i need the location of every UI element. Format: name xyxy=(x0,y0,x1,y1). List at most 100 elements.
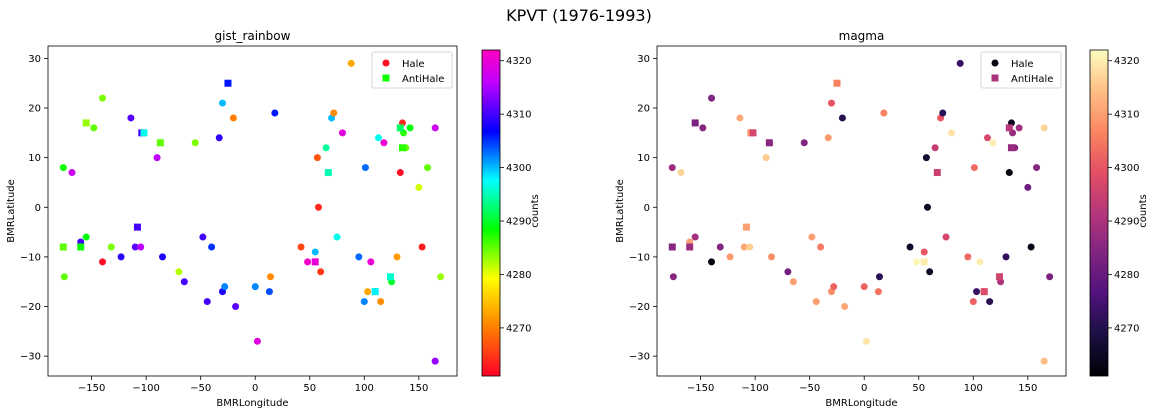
hale-point xyxy=(1033,164,1041,172)
hale-point xyxy=(880,109,888,117)
hale-point xyxy=(393,253,401,261)
legend: Hale AntiHale xyxy=(371,51,453,89)
chart-title: magma xyxy=(839,29,885,43)
hale-point xyxy=(219,99,227,107)
hale-point xyxy=(817,243,825,251)
hale-point xyxy=(812,298,820,306)
hale-point xyxy=(191,139,199,147)
antihale-point xyxy=(224,79,232,87)
hale-point xyxy=(986,298,994,306)
hale-point xyxy=(828,99,836,107)
hale-point xyxy=(355,253,363,261)
hale-point xyxy=(913,258,921,266)
hale-point xyxy=(939,109,947,117)
legend-box xyxy=(371,51,453,89)
legend-box xyxy=(980,51,1062,89)
hale-point xyxy=(59,164,67,172)
antihale-point xyxy=(386,273,394,281)
colorbar-tick-label: 4320 xyxy=(1114,56,1139,67)
y-tick-label: −20 xyxy=(629,302,650,313)
plot-area xyxy=(656,45,1067,377)
y-tick-label: −10 xyxy=(629,252,650,263)
hale-point xyxy=(137,243,145,251)
hale-point xyxy=(784,268,792,276)
hale-point xyxy=(431,357,439,365)
x-tick-label: 0 xyxy=(861,383,867,394)
legend-label-hale: Hale xyxy=(1011,59,1034,70)
hale-point xyxy=(266,273,274,281)
hale-point xyxy=(271,109,279,117)
hale-point xyxy=(989,139,997,147)
hale-point xyxy=(926,268,934,276)
x-tick-label: −100 xyxy=(741,383,768,394)
x-tick-label: 0 xyxy=(252,383,258,394)
hale-point xyxy=(970,164,978,172)
x-tick-label: −150 xyxy=(687,383,714,394)
y-tick-label: 10 xyxy=(637,153,650,164)
hale-point xyxy=(424,164,432,172)
colorbar-tick-label: 4270 xyxy=(1114,323,1139,334)
x-tick-label: 100 xyxy=(964,383,983,394)
hale-point xyxy=(973,288,981,296)
x-tick-label: −150 xyxy=(78,383,105,394)
antihale-point xyxy=(833,79,841,87)
legend-marker-hale xyxy=(991,59,999,67)
hale-point xyxy=(668,164,676,172)
y-tick-label: 0 xyxy=(35,203,41,214)
hale-point xyxy=(983,134,991,142)
y-tick-label: 10 xyxy=(28,153,41,164)
hale-point xyxy=(90,124,98,132)
hale-point xyxy=(762,154,770,162)
hale-point xyxy=(746,243,754,251)
y-tick-label: 20 xyxy=(28,104,41,115)
hale-point xyxy=(265,288,273,296)
hale-point xyxy=(180,278,188,286)
hale-point xyxy=(333,233,341,241)
hale-point xyxy=(297,243,305,251)
x-axis-label: BMRLongitude xyxy=(825,398,897,409)
hale-point xyxy=(313,154,321,162)
hale-point xyxy=(232,303,240,311)
hale-point xyxy=(830,283,838,291)
legend: Hale AntiHale xyxy=(980,51,1062,89)
hale-point xyxy=(942,233,950,241)
colorbar-tick-label: 4300 xyxy=(1114,163,1139,174)
hale-point xyxy=(716,243,724,251)
antihale-point xyxy=(396,124,404,132)
hale-point xyxy=(377,298,385,306)
chart-title: gist_rainbow xyxy=(215,29,291,43)
hale-point xyxy=(374,134,382,142)
antihale-point xyxy=(156,139,164,147)
hale-point xyxy=(789,278,797,286)
x-tick-label: 150 xyxy=(409,383,428,394)
hale-point xyxy=(922,154,930,162)
antihale-point xyxy=(749,129,757,137)
antihale-point xyxy=(82,119,90,127)
hale-point xyxy=(117,253,125,261)
antihale-point xyxy=(765,139,773,147)
hale-point xyxy=(838,114,846,122)
y-tick-label: −10 xyxy=(20,252,41,263)
y-tick-label: 20 xyxy=(637,104,650,115)
hale-point xyxy=(875,273,883,281)
hale-point xyxy=(107,243,115,251)
legend-label-antihale: AntiHale xyxy=(1011,74,1053,85)
colorbar: 4270 4280 4290 4300 4310 4320 counts xyxy=(481,49,541,377)
hale-point xyxy=(969,298,977,306)
hale-point xyxy=(874,288,882,296)
hale-point xyxy=(251,283,259,291)
antihale-point xyxy=(77,243,85,251)
hale-point xyxy=(361,164,369,172)
antihale-point xyxy=(686,243,694,251)
hale-point xyxy=(347,59,355,67)
hale-point xyxy=(923,203,931,211)
hale-point xyxy=(976,258,984,266)
antihale-point xyxy=(691,119,699,127)
hale-point xyxy=(1027,243,1035,251)
hale-point xyxy=(82,233,90,241)
y-axis-label: BMRLatitude xyxy=(615,179,626,243)
hale-point xyxy=(1040,124,1048,132)
hale-point xyxy=(131,243,139,251)
antihale-point xyxy=(311,258,319,266)
hale-point xyxy=(208,243,216,251)
